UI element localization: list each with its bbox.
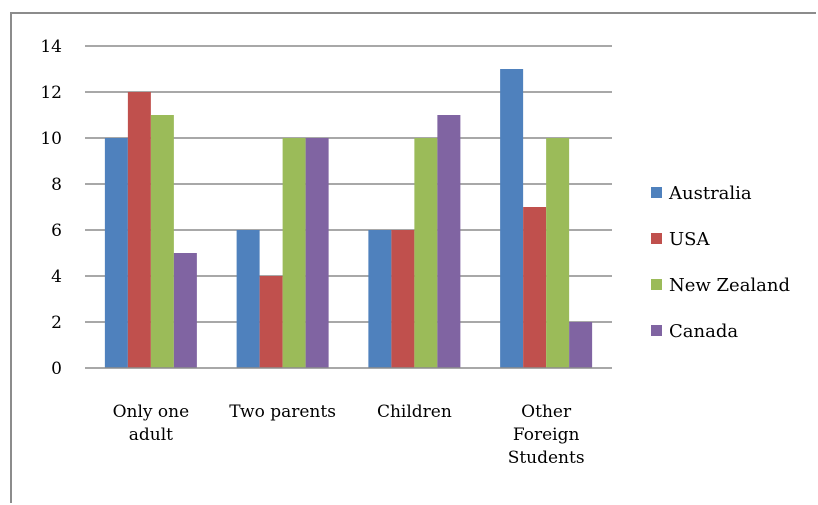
legend-swatch bbox=[651, 187, 662, 198]
category-label: Students bbox=[508, 448, 585, 468]
bars bbox=[104, 69, 593, 368]
bar-australia bbox=[500, 69, 524, 368]
legend-swatch bbox=[651, 325, 662, 336]
y-tick-label: 4 bbox=[51, 267, 62, 287]
category-labels: Only one adult Two parents Children Other For… bbox=[113, 402, 585, 468]
y-tick-label: 8 bbox=[51, 175, 62, 195]
category-label: Foreign bbox=[513, 425, 580, 445]
legend-label: Canada bbox=[669, 321, 738, 342]
category-label: Two parents bbox=[229, 402, 336, 422]
category-label: Other bbox=[521, 402, 572, 422]
bar-canada bbox=[173, 253, 197, 368]
bar-usa bbox=[391, 230, 415, 368]
bar-canada bbox=[569, 322, 593, 368]
y-tick-label: 14 bbox=[40, 37, 62, 57]
bar-australia bbox=[236, 230, 260, 368]
bar-new-zealand bbox=[414, 138, 438, 368]
legend-label: New Zealand bbox=[669, 275, 790, 296]
bar-canada bbox=[437, 115, 461, 368]
category-label: Only one bbox=[113, 402, 190, 422]
bar-new-zealand bbox=[282, 138, 306, 368]
chart-frame bbox=[10, 12, 816, 503]
y-tick-label: 2 bbox=[51, 313, 62, 333]
legend-swatch bbox=[651, 233, 662, 244]
bar-australia bbox=[104, 138, 128, 368]
y-tick-label: 10 bbox=[40, 129, 62, 149]
legend-label: USA bbox=[669, 229, 711, 250]
category-label: Children bbox=[377, 402, 452, 422]
y-tick-label: 12 bbox=[40, 83, 62, 103]
legend: Australia USA New Zealand Canada bbox=[651, 183, 790, 342]
legend-label: Australia bbox=[668, 183, 752, 204]
bar-usa bbox=[127, 92, 151, 368]
bar-australia bbox=[368, 230, 392, 368]
legend-swatch bbox=[651, 279, 662, 290]
y-tick-label: 0 bbox=[51, 359, 62, 379]
bar-usa bbox=[523, 207, 547, 368]
y-tick-label: 6 bbox=[51, 221, 62, 241]
bar-usa bbox=[259, 276, 283, 368]
y-axis-ticks: 0 2 4 6 8 10 12 14 bbox=[40, 37, 62, 379]
category-label: adult bbox=[129, 425, 173, 445]
bar-canada bbox=[305, 138, 329, 368]
bar-new-zealand bbox=[546, 138, 570, 368]
bar-new-zealand bbox=[150, 115, 174, 368]
